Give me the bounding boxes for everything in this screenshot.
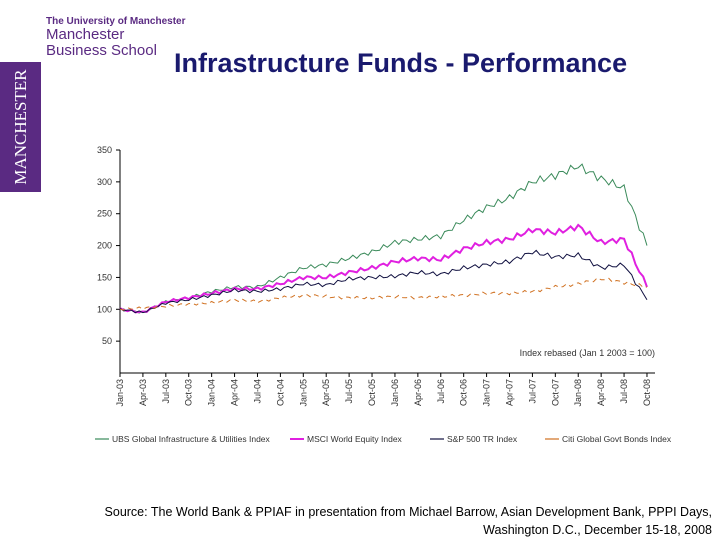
y-tick-label: 250	[97, 209, 112, 219]
source-note: Source: The World Bank & PPIAF in presen…	[12, 503, 712, 539]
x-tick-label: Oct-07	[550, 379, 560, 406]
x-tick-label: Apr-05	[321, 379, 331, 406]
x-tick-label: Oct-08	[642, 379, 652, 406]
x-tick-label: Jul-04	[252, 379, 262, 404]
x-tick-label: Apr-06	[413, 379, 423, 406]
x-tick-label: Jan-03	[115, 379, 125, 407]
x-tick-label: Jan-08	[573, 379, 583, 407]
y-tick-label: 50	[102, 336, 112, 346]
x-tick-label: Apr-08	[596, 379, 606, 406]
source-line2: Washington D.C., December 15-18, 2008	[483, 523, 712, 537]
legend-label: UBS Global Infrastructure & Utilities In…	[112, 434, 271, 444]
x-tick-label: Jul-08	[619, 379, 629, 404]
x-tick-label: Jan-04	[207, 379, 217, 407]
y-tick-label: 150	[97, 272, 112, 282]
series-line-3	[119, 277, 648, 311]
y-tick-label: 300	[97, 177, 112, 187]
page-title: Infrastructure Funds - Performance	[174, 48, 628, 78]
x-tick-label: Jul-05	[344, 379, 354, 404]
legend-label: S&P 500 TR Index	[447, 434, 518, 444]
x-tick-label: Oct-03	[184, 379, 194, 406]
legend-label: MSCI World Equity Index	[307, 434, 403, 444]
source-line1: Source: The World Bank & PPIAF in presen…	[104, 505, 712, 519]
x-tick-label: Apr-07	[505, 379, 515, 406]
school-name: Manchester Business School	[46, 27, 157, 59]
x-tick-label: Jan-06	[390, 379, 400, 407]
x-tick-label: Jul-06	[436, 379, 446, 404]
x-tick-label: Jul-07	[527, 379, 537, 404]
x-tick-label: Oct-05	[367, 379, 377, 406]
school-line2: Business School	[46, 42, 157, 59]
y-tick-label: 200	[97, 241, 112, 251]
x-tick-label: Oct-04	[275, 379, 285, 406]
y-tick-label: 350	[97, 145, 112, 155]
series-line-1	[119, 223, 648, 314]
series-line-0	[119, 163, 648, 314]
series-line-2	[119, 249, 648, 314]
x-tick-label: Apr-04	[230, 379, 240, 406]
y-tick-label: 100	[97, 304, 112, 314]
x-tick-label: Jul-03	[161, 379, 171, 404]
x-tick-label: Jan-05	[298, 379, 308, 407]
university-name: The University of Manchester	[46, 16, 186, 27]
x-tick-label: Apr-03	[138, 379, 148, 406]
manchester-logo: MANCHESTER	[0, 62, 41, 192]
school-line1: Manchester	[46, 26, 125, 43]
chart-annotation: Index rebased (Jan 1 2003 = 100)	[520, 348, 655, 358]
x-tick-label: Oct-06	[459, 379, 469, 406]
x-tick-label: Jan-07	[482, 379, 492, 407]
legend-label: Citi Global Govt Bonds Index	[562, 434, 672, 444]
